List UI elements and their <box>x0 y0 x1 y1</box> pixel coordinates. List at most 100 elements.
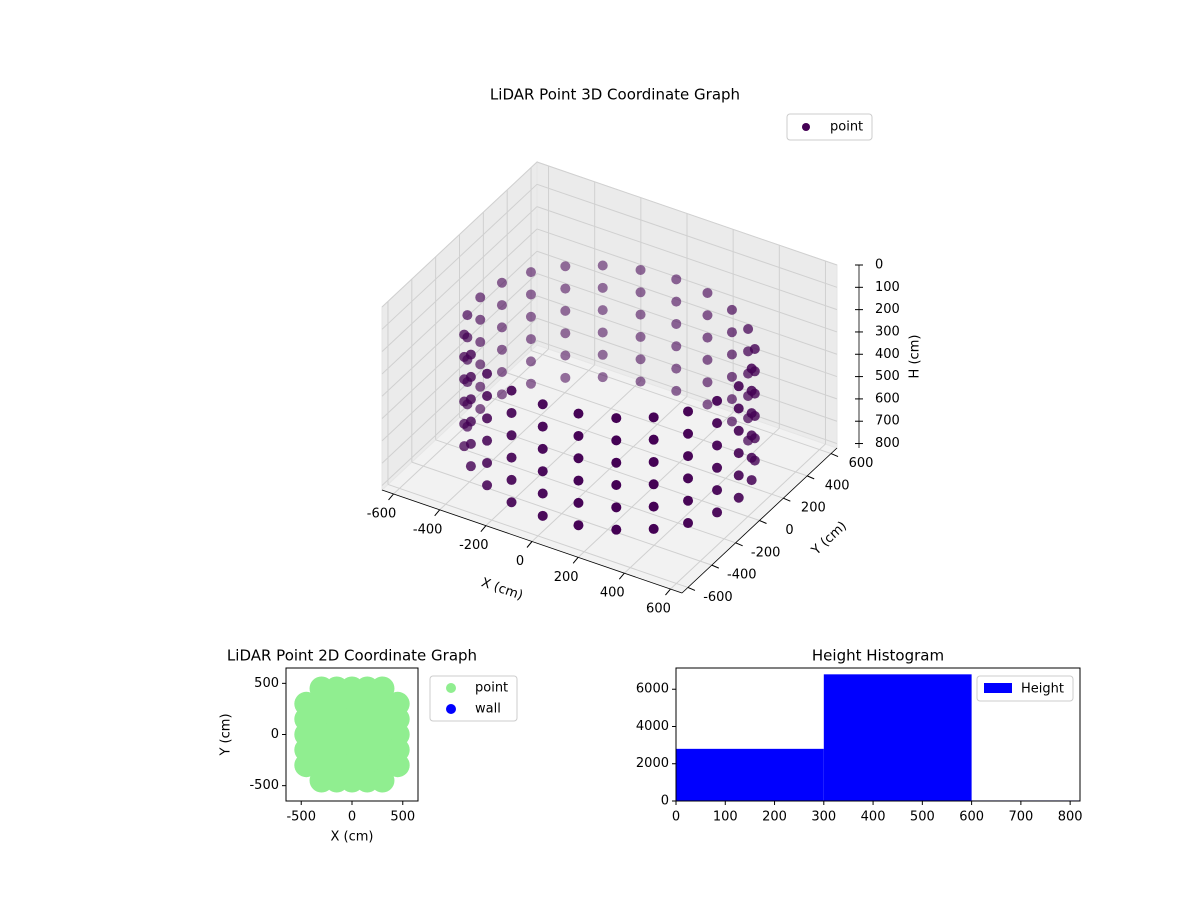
point <box>733 403 744 414</box>
y-tick-label: 2000 <box>636 756 669 771</box>
tick-mark <box>711 564 720 569</box>
point <box>746 408 757 419</box>
tick-mark <box>388 493 394 501</box>
y-tick-label: 0 <box>271 727 279 742</box>
x-tick-label: 0 <box>672 810 680 825</box>
point <box>560 261 571 272</box>
point <box>702 332 713 343</box>
point <box>465 416 476 427</box>
point <box>683 451 694 462</box>
grid-line <box>381 161 538 308</box>
point <box>683 428 694 439</box>
point <box>385 753 410 778</box>
point <box>635 264 646 275</box>
point <box>496 300 507 311</box>
point <box>746 452 757 463</box>
point <box>525 289 536 300</box>
point <box>560 283 571 294</box>
point <box>733 381 744 392</box>
point <box>465 394 476 405</box>
y-tick-label: 400 <box>825 478 850 493</box>
legend-marker <box>446 683 456 693</box>
x-tick-label: 500 <box>390 810 415 825</box>
chart-title: Height Histogram <box>812 647 944 665</box>
y-tick-label: 500 <box>254 676 279 691</box>
z-tick-label: 100 <box>875 280 900 295</box>
point <box>671 274 682 285</box>
grid-line <box>536 340 838 445</box>
chart-2d: -500 0 500 -500 0 500 X (cm) Y (cm) LiDAR Point … <box>219 647 518 845</box>
bar <box>676 748 824 801</box>
point <box>496 322 507 333</box>
point <box>506 452 517 463</box>
point <box>746 385 757 396</box>
point <box>648 523 659 534</box>
x-tick-label: 400 <box>600 586 625 601</box>
tick-mark <box>618 572 625 580</box>
x-tick-label: 800 <box>1058 810 1083 825</box>
point <box>635 287 646 298</box>
tick-mark <box>735 542 743 547</box>
point <box>597 282 608 293</box>
point <box>525 334 536 345</box>
point <box>525 311 536 322</box>
tick-mark <box>665 588 671 596</box>
tick-mark <box>526 541 533 548</box>
legend-label: wall <box>475 702 501 717</box>
point <box>743 323 754 334</box>
points <box>294 676 410 793</box>
x-tick-label: 700 <box>1008 810 1033 825</box>
point <box>702 377 713 388</box>
z-tick-label: 700 <box>875 414 900 429</box>
grid-line <box>536 206 838 311</box>
point <box>475 404 486 415</box>
y-tick-label: 200 <box>801 501 826 516</box>
grid-line <box>381 228 538 375</box>
point <box>635 354 646 365</box>
legend-box <box>976 675 1074 702</box>
point <box>573 453 584 464</box>
point <box>462 310 473 321</box>
x-tick-label: 200 <box>554 570 579 585</box>
point <box>506 385 517 396</box>
point <box>712 440 723 451</box>
point <box>683 495 694 506</box>
y-tick-label: 4000 <box>636 719 669 734</box>
point <box>611 413 622 424</box>
point <box>726 394 737 405</box>
x-tick-label: -400 <box>413 522 443 537</box>
chart-title: LiDAR Point 2D Coordinate Graph <box>227 647 477 665</box>
z-tick-label: 500 <box>875 369 900 384</box>
point <box>560 372 571 383</box>
point <box>733 470 744 481</box>
point <box>465 461 476 472</box>
point <box>482 457 493 468</box>
grid-line <box>381 206 538 352</box>
grid-line <box>411 461 712 566</box>
z-tick-label: 800 <box>875 436 900 451</box>
grid-line <box>381 250 538 397</box>
point <box>671 363 682 374</box>
point <box>537 466 548 477</box>
point <box>597 260 608 271</box>
x-tick-label: 0 <box>516 554 524 569</box>
point <box>573 475 584 486</box>
x-tick-label: 100 <box>713 810 738 825</box>
grid-line <box>387 483 689 588</box>
point <box>671 341 682 352</box>
point <box>525 356 536 367</box>
point <box>496 367 507 378</box>
point <box>475 381 486 392</box>
x-tick-label: -500 <box>286 810 316 825</box>
legend-marker <box>984 683 1012 693</box>
point <box>465 371 476 382</box>
axis-line <box>381 489 683 594</box>
point <box>465 438 476 449</box>
point <box>560 328 571 339</box>
point <box>671 296 682 307</box>
point <box>648 501 659 512</box>
tick-mark <box>480 525 487 532</box>
point <box>749 343 760 354</box>
y-tick-label: -400 <box>727 568 757 583</box>
tick-mark <box>783 497 791 502</box>
